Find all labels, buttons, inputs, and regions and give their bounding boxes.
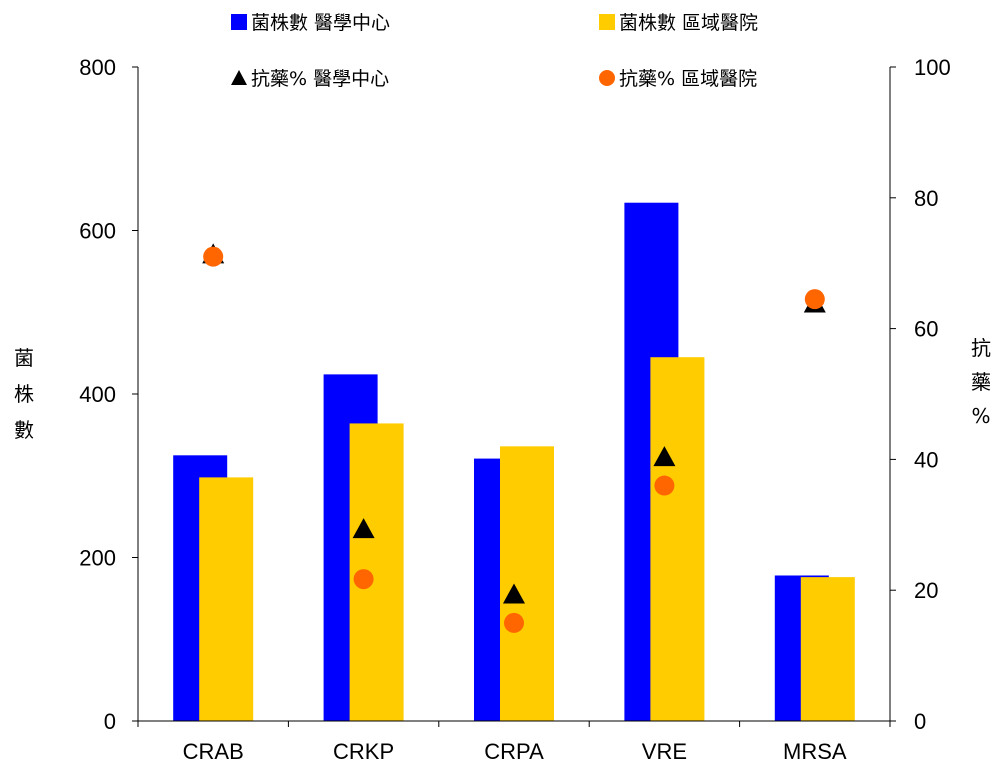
y-tick-label: 800 (79, 55, 116, 80)
y2-tick-label: 60 (914, 317, 938, 342)
legend-swatch (599, 14, 615, 30)
point-crkp-resist-medical-center (352, 518, 375, 539)
plot-area (173, 202, 855, 721)
y2-tick-label: 0 (914, 709, 926, 734)
x-tick-label-crab: CRAB (183, 739, 244, 764)
y2-axis-title-char: 藥 (971, 370, 991, 394)
bar-crab-regional-hospital (199, 477, 254, 721)
point-crpa-resist-medical-center (503, 583, 525, 604)
point-crab-resist-regional-hospital (203, 246, 224, 267)
legend-swatch (599, 70, 615, 86)
axes: 0 200 400 600 800 0 20 40 60 80 100 CRAB CRKP CRPA VRE… (79, 55, 950, 764)
y2-tick-label: 20 (914, 578, 938, 603)
bar-vre-regional-hospital (650, 357, 705, 721)
y-axis-title-char: 株 (14, 382, 34, 406)
y-tick-label: 200 (79, 546, 116, 571)
bar-crpa-regional-hospital (500, 446, 554, 721)
x-tick-label-vre: VRE (642, 739, 687, 764)
y-tick-label: 600 (79, 219, 116, 244)
y-axis-title: 菌株數 (14, 346, 34, 442)
x-tick-label-crkp: CRKP (333, 739, 394, 764)
y-axis-title-char: 菌 (14, 346, 34, 370)
point-crkp-resist-regional-hospital (353, 569, 374, 590)
legend-label: 抗藥% 區域醫院 (619, 68, 757, 90)
x-tick-label-crpa: CRPA (484, 739, 544, 764)
legend-label: 抗藥% 醫學中心 (251, 68, 389, 90)
x-tick-label-mrsa: MRSA (783, 739, 847, 764)
legend-label: 菌株數 區域醫院 (619, 12, 758, 34)
y2-axis-title-char: 抗 (971, 336, 991, 360)
y2-tick-label: 40 (914, 447, 938, 472)
y2-tick-label: 100 (914, 55, 951, 80)
point-vre-resist-regional-hospital (654, 475, 675, 496)
point-vre-resist-medical-center (653, 446, 676, 467)
point-crpa-resist-regional-hospital (504, 612, 524, 633)
y2-axis-title: 抗藥% (971, 336, 991, 428)
legend-swatch (231, 14, 247, 30)
bar-mrsa-regional-hospital (800, 577, 855, 721)
y2-tick-label: 80 (914, 186, 938, 211)
y-tick-label: 400 (79, 382, 116, 407)
point-mrsa-resist-regional-hospital (804, 289, 825, 310)
y2-axis-title-char: % (971, 404, 990, 428)
y-axis-title-char: 數 (14, 418, 34, 442)
y-tick-label: 0 (104, 709, 116, 734)
legend-swatch (231, 70, 247, 85)
legend-label: 菌株數 醫學中心 (251, 12, 390, 34)
